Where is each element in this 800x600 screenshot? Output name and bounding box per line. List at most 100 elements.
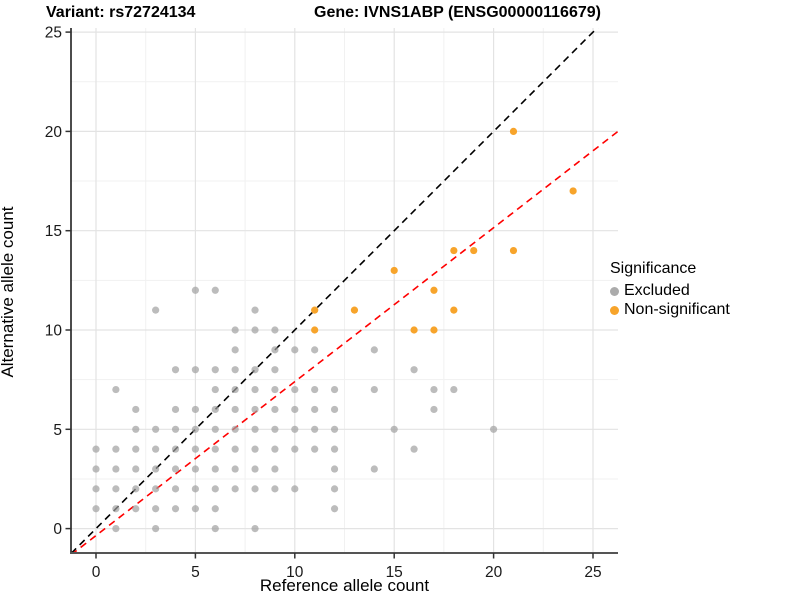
data-point [231,346,239,354]
data-point [171,485,180,493]
x-tick-label: 5 [191,564,200,581]
data-point [211,385,219,394]
data-point [370,385,378,394]
data-point [509,127,518,135]
data-point [191,485,199,493]
x-tick-label: 15 [386,564,403,581]
data-point [92,505,100,513]
data-point [251,425,259,433]
x-tick-label: 20 [485,564,503,581]
y-tick-label: 15 [45,223,62,240]
data-point [271,385,279,394]
legend: Significance Excluded Non-significant [610,260,730,320]
data-point [211,405,219,414]
legend-item-label: Non-significant [624,301,730,318]
data-point [132,425,140,433]
data-point [211,286,219,294]
data-point [171,405,180,414]
y-tick-label: 10 [45,323,63,340]
data-point [330,385,339,394]
data-point [271,326,279,334]
variant-title: Variant: rs72724134 [46,4,196,21]
x-tick-label: 25 [584,564,601,581]
data-point [92,445,100,453]
data-point [112,385,120,394]
data-point [191,445,199,453]
data-point [231,445,239,453]
data-point [271,366,279,374]
data-point [311,326,319,334]
data-point [450,246,458,255]
data-point [152,465,160,473]
data-point [171,465,180,473]
data-point [450,306,458,314]
data-point [251,485,259,493]
legend-title: Significance [610,260,697,277]
data-point [509,246,518,255]
data-point [211,445,219,453]
data-point [132,445,140,453]
data-point [92,485,100,493]
data-point [152,445,160,453]
data-point [410,445,418,453]
gene-title: Gene: IVNS1ABP (ENSG00000116679) [314,4,601,21]
data-point [112,525,120,533]
series-non-significant [311,127,577,334]
identity-line [71,28,599,553]
data-point [231,405,239,414]
data-point [191,505,199,513]
data-point [330,425,339,433]
data-point [231,326,239,334]
data-point [132,405,140,414]
data-point [132,505,140,513]
data-point [251,385,259,394]
data-point [291,425,299,433]
data-point [132,485,140,493]
data-point [231,385,239,394]
legend-dot-icon [610,286,619,296]
legend-item-non-significant: Non-significant [610,301,730,319]
data-point [311,346,319,354]
data-point [271,346,279,354]
data-point [251,465,259,473]
data-point [152,525,160,533]
data-point [251,445,259,453]
x-tick-label: 0 [92,564,101,581]
data-point [231,366,239,374]
data-point [191,366,199,374]
y-tick-label: 25 [45,25,62,42]
data-point [231,425,239,433]
data-point [291,346,299,354]
data-point [490,425,498,433]
data-point [470,246,478,255]
data-point [370,346,378,354]
data-point [251,306,259,314]
fit-line [72,130,618,553]
data-point [370,465,378,473]
data-point [112,445,120,453]
data-point [112,505,120,513]
data-point [291,445,299,453]
series-excluded [92,286,498,533]
data-point [430,326,438,334]
data-point [171,366,180,374]
data-point [92,465,100,473]
x-tick-label: 10 [286,564,304,581]
data-point [311,306,319,314]
data-point [191,405,199,414]
data-point [211,525,219,533]
data-point [291,385,299,394]
axis-ticks: 0 5 10 15 20 25 0 5 10 15 20 25 [45,25,602,581]
data-point [152,306,160,314]
data-point [191,286,199,294]
data-point [311,385,319,394]
data-point [450,385,458,394]
data-point [211,505,219,513]
data-point [152,505,160,513]
data-point [430,385,438,394]
data-point [291,405,299,414]
data-point [390,425,398,433]
data-point [410,366,418,374]
